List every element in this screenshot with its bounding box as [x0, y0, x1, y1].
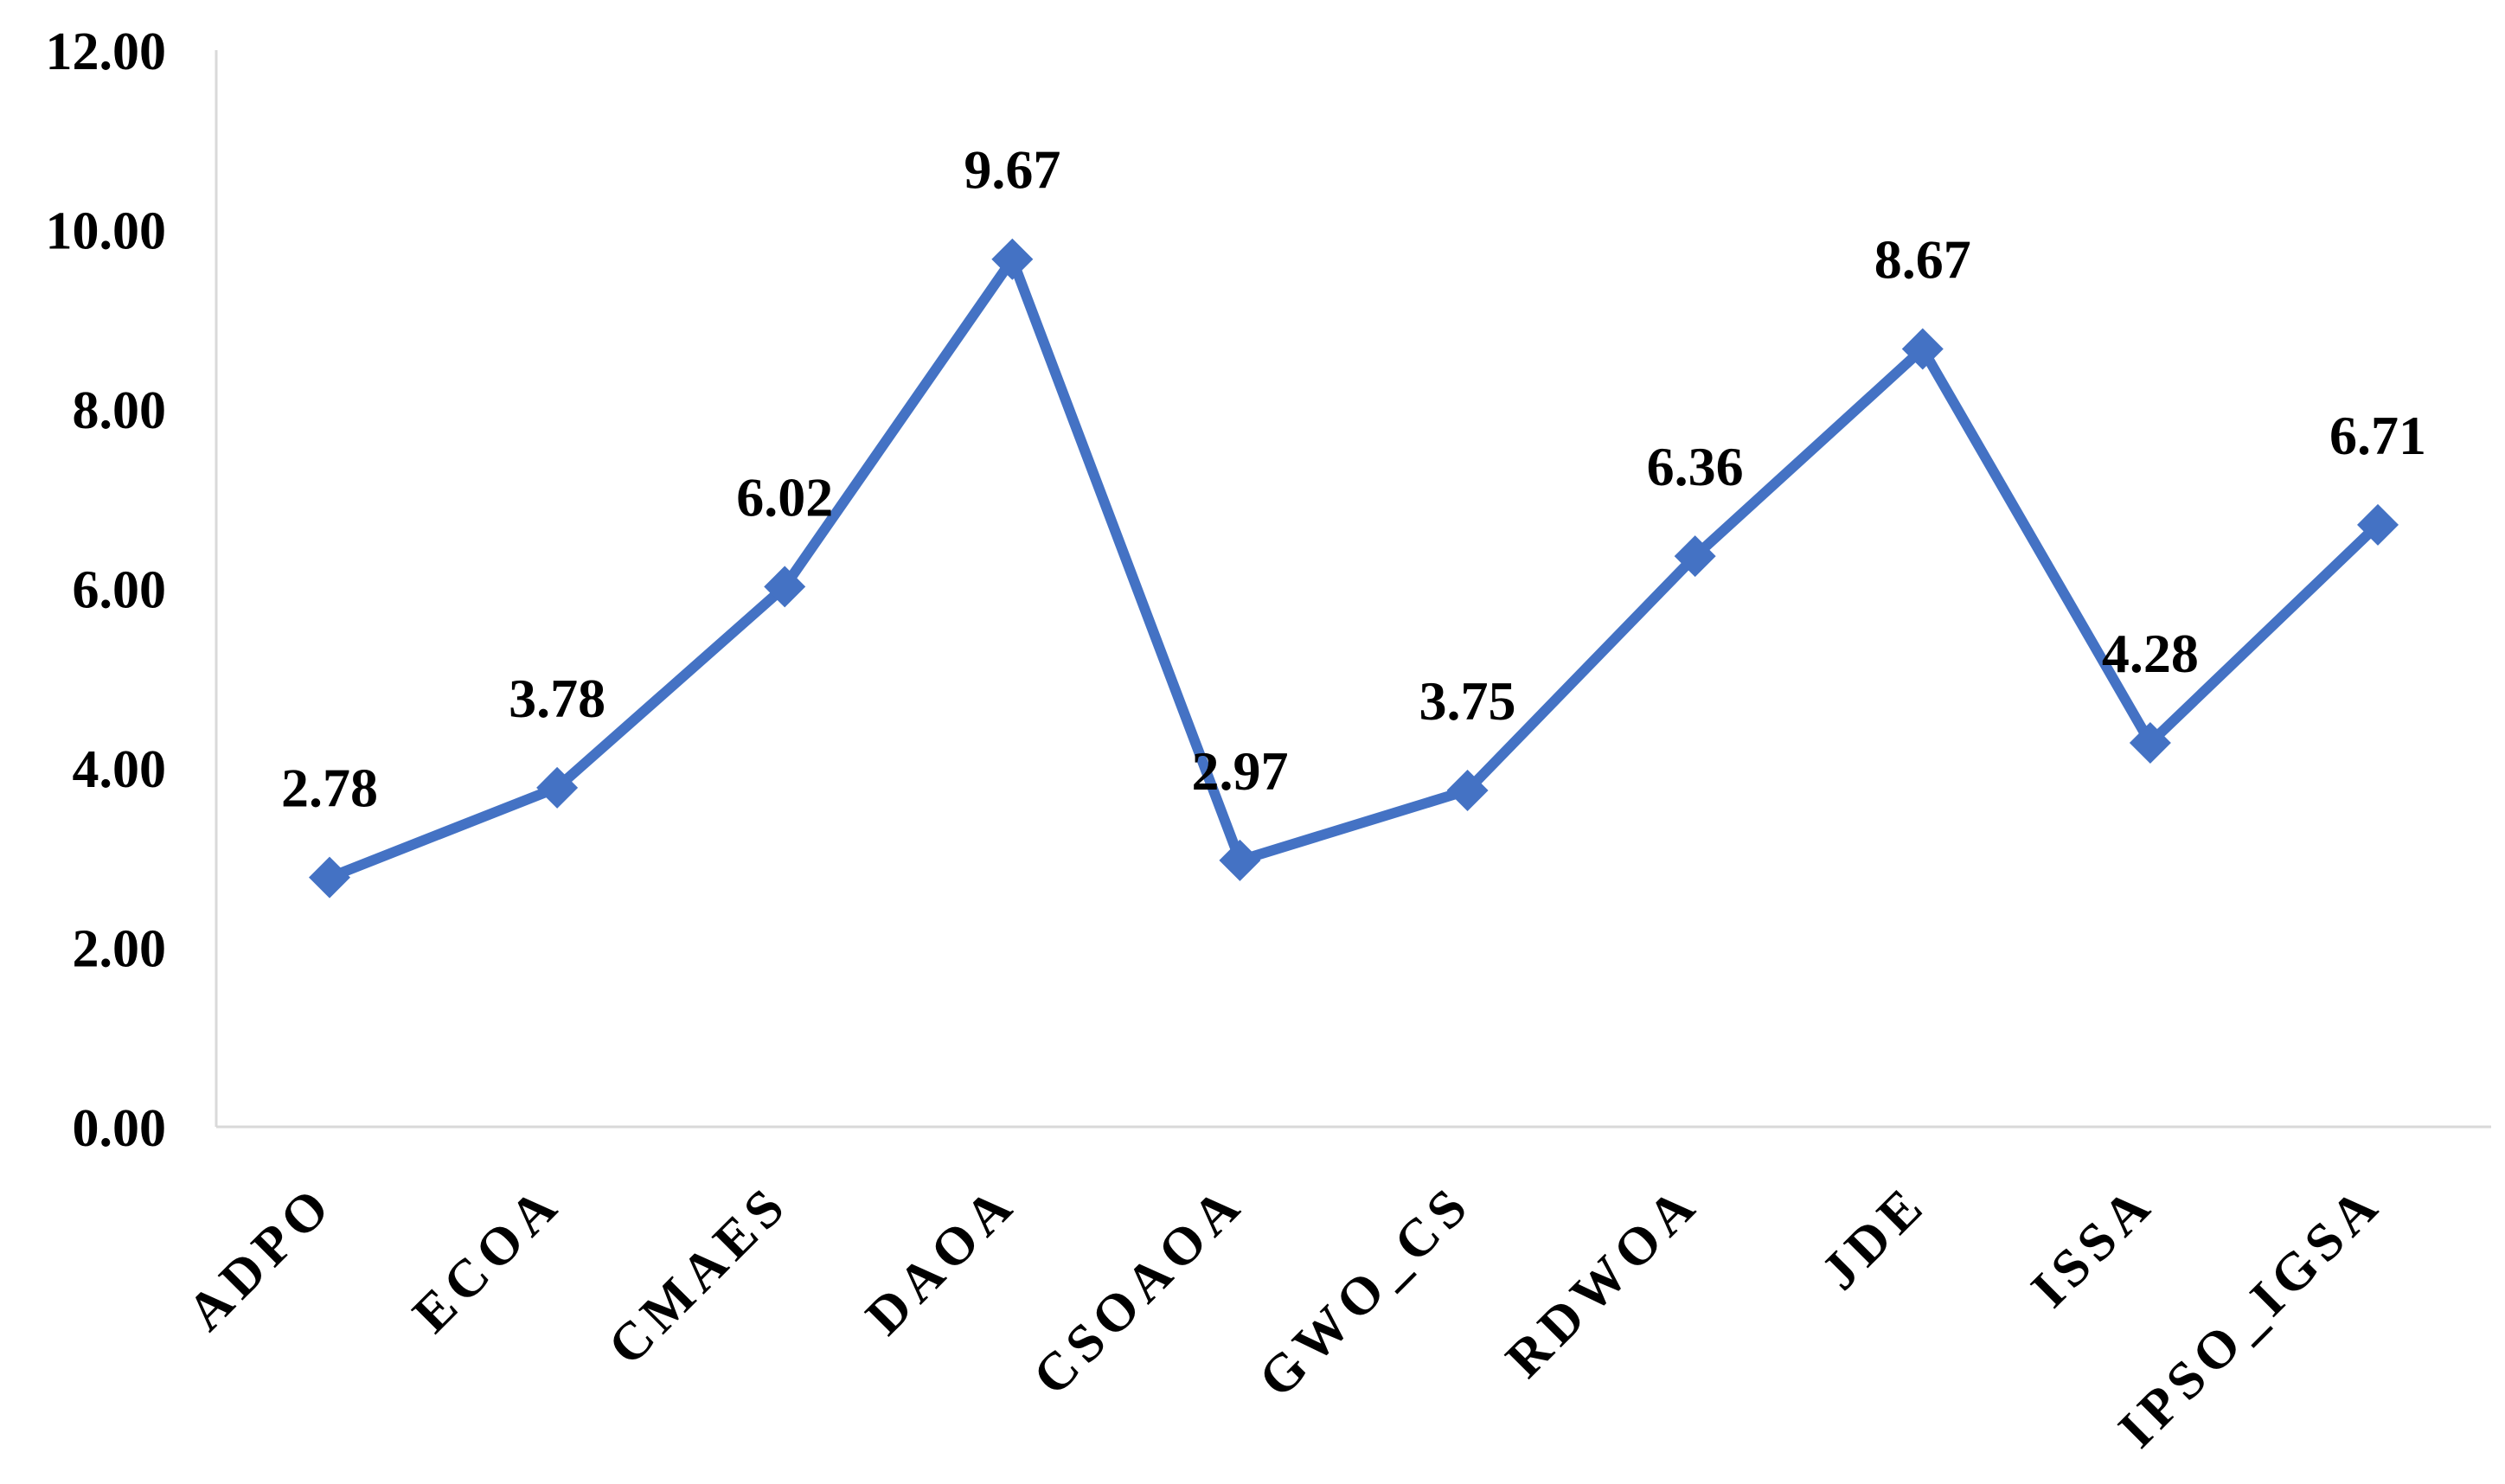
data-label: 6.71: [2329, 405, 2426, 466]
data-label: 3.75: [1419, 670, 1516, 732]
x-category-label: JDE: [1810, 1174, 1938, 1302]
x-category-label: CSOAOA: [1022, 1174, 1256, 1407]
y-tick-label: 6.00: [73, 561, 167, 620]
data-point-marker: [1901, 328, 1944, 370]
data-point-marker: [536, 766, 579, 809]
data-label: 9.67: [964, 139, 1060, 201]
data-labels: 2.78 3.78 6.02 9.67 2.97 3.75 6.36 8.67 4.28 6.71: [281, 139, 2426, 819]
data-label: 6.02: [736, 466, 833, 528]
data-series: [309, 238, 2399, 899]
data-label: 3.78: [509, 668, 605, 729]
data-point-marker: [1219, 839, 1261, 881]
x-category-label: DAOA: [855, 1174, 1028, 1346]
data-point-marker: [764, 566, 806, 608]
y-axis: 0.00 2.00 4.00 6.00 8.00 10.00 12.00: [46, 22, 218, 1158]
series-line: [324, 253, 2383, 883]
data-point-marker: [309, 856, 350, 899]
data-label: 2.78: [281, 758, 378, 819]
data-point-marker: [2129, 721, 2171, 764]
y-tick-label: 12.00: [46, 22, 167, 81]
x-category-label: CMAES: [597, 1174, 800, 1377]
data-label: 2.97: [1191, 740, 1288, 802]
data-point-marker: [991, 238, 1034, 280]
x-category-label: RDWOA: [1495, 1174, 1710, 1389]
y-tick-label: 2.00: [73, 920, 167, 979]
data-point-marker: [1674, 535, 1716, 578]
x-category-label: ADPO: [176, 1174, 345, 1342]
x-category-label: GWO_CS: [1247, 1174, 1483, 1409]
data-label: 8.67: [1874, 228, 1971, 290]
data-point-marker: [1446, 769, 1489, 811]
y-tick-label: 10.00: [46, 202, 167, 261]
x-category-label: ISSA: [2021, 1174, 2166, 1319]
data-label: 6.36: [1647, 436, 1744, 497]
data-label: 4.28: [2102, 623, 2199, 684]
x-category-label: ECOA: [402, 1174, 573, 1344]
y-tick-label: 8.00: [73, 381, 167, 440]
y-tick-label: 0.00: [73, 1099, 167, 1158]
y-tick-label: 4.00: [73, 740, 167, 799]
data-point-marker: [2357, 503, 2399, 546]
